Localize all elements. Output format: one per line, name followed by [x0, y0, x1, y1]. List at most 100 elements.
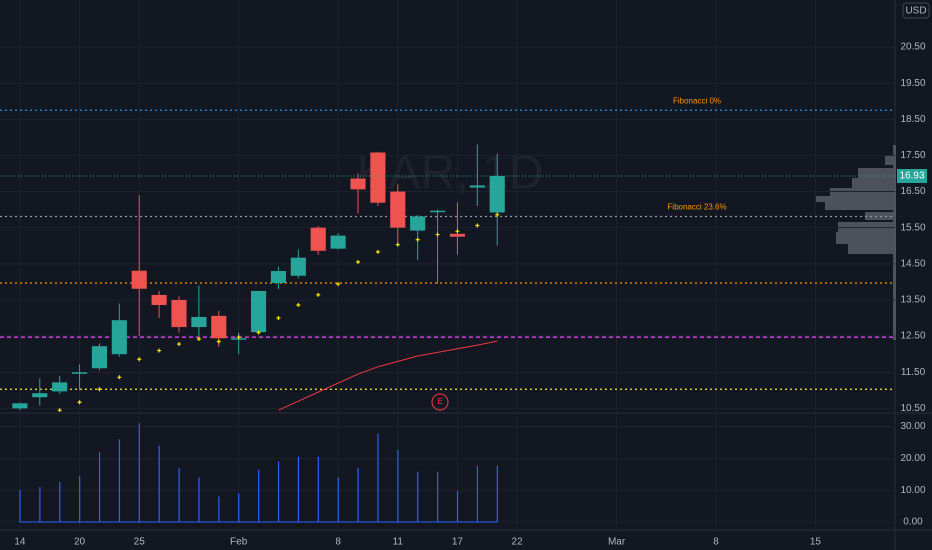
sar-dot: [495, 212, 500, 217]
candle-body: [290, 257, 306, 276]
volume-profile: [815, 145, 896, 340]
x-tick-label: 15: [810, 537, 822, 548]
volume-bar: [98, 452, 101, 522]
x-tick-label: 14: [14, 537, 26, 548]
volume-bar: [79, 475, 81, 522]
y-tick-label: 18.50: [900, 114, 925, 125]
earnings-label: E: [437, 397, 442, 406]
volume-tick-label: 0.00: [903, 517, 923, 528]
volume-bar: [138, 423, 140, 522]
volume-bar: [39, 487, 41, 522]
sar-dot: [57, 408, 62, 412]
sar-dot: [415, 237, 420, 242]
candle-body: [52, 382, 68, 392]
candle-body: [410, 216, 426, 231]
y-tick-label: 10.50: [900, 403, 925, 414]
sar-dot: [236, 335, 241, 340]
sar-dot: [356, 260, 360, 265]
volume-bar: [417, 471, 419, 522]
volume-bar: [397, 449, 399, 522]
sar-dot: [435, 232, 440, 237]
candle-body: [250, 290, 267, 333]
sar-dot: [216, 339, 221, 344]
x-tick-label: 17: [452, 537, 464, 548]
sar-dot: [475, 223, 480, 228]
candle-body: [449, 233, 466, 237]
volume-bar: [297, 456, 300, 522]
volume-bar: [118, 439, 121, 522]
candle-body: [429, 210, 446, 213]
price-pane: [12, 144, 505, 418]
ma-line: [278, 340, 498, 411]
candle-body: [211, 315, 227, 339]
volume-bar: [19, 490, 21, 522]
x-tick-label: Mar: [608, 537, 626, 548]
volume-bar: [198, 477, 200, 522]
volume-bar: [218, 496, 220, 522]
volume-bar: [258, 469, 260, 522]
y-tick-label: 15.50: [900, 222, 925, 233]
volume-tick-label: 20.00: [900, 453, 925, 464]
candle-body: [32, 393, 48, 398]
y-tick-label: 16.50: [900, 186, 925, 197]
sar-dot: [97, 387, 102, 392]
sar-dot: [77, 400, 82, 405]
x-tick-label: 22: [512, 537, 524, 548]
volume-bar: [178, 467, 180, 522]
currency[interactable]: USD: [905, 6, 926, 17]
sar-dot: [336, 282, 341, 287]
sar-dot: [276, 316, 281, 321]
sar-dot: [316, 292, 321, 297]
fib-label: Fibonacci 23.6%: [667, 203, 726, 212]
sar-dot: [455, 229, 460, 234]
x-tick-label: 8: [713, 537, 719, 548]
volume-bar: [377, 433, 379, 522]
earnings-marker: [431, 393, 449, 411]
volume-tick-label: 10.00: [900, 485, 925, 496]
candle-body: [330, 235, 346, 249]
volume-bar: [59, 481, 61, 522]
candle-body: [191, 316, 207, 328]
y-tick-label: 20.50: [900, 42, 925, 53]
volume-bar: [456, 490, 459, 522]
y-tick-label: 13.50: [900, 295, 925, 306]
y-tick-label: 12.50: [900, 331, 925, 342]
sar-dot: [256, 330, 261, 335]
volume-bar: [317, 456, 319, 522]
candle-body: [71, 372, 88, 374]
volume-bar: [437, 471, 439, 522]
sar-dot: [137, 357, 142, 362]
candle-body: [350, 178, 366, 190]
sar-dot: [117, 375, 122, 380]
sar-dot: [296, 303, 301, 308]
y-tick-label: 11.50: [901, 367, 926, 378]
candle-body: [131, 270, 147, 289]
candle-body: [469, 185, 485, 188]
candle-body: [390, 191, 406, 228]
last-price-label: 16.93: [899, 171, 924, 182]
candle-body: [91, 346, 108, 369]
currency-box[interactable]: [902, 2, 930, 19]
y-tick-label: 14.50: [900, 258, 925, 269]
sar-dot: [395, 242, 400, 247]
candle-body: [270, 271, 287, 283]
volume-tick-label: 30.00: [900, 421, 925, 432]
x-tick-label: 11: [393, 537, 404, 548]
sar-dot: [38, 414, 42, 418]
y-tick-label: 19.50: [900, 78, 925, 89]
candle-body: [171, 299, 187, 328]
candle-body: [310, 227, 326, 251]
volume-bar: [496, 465, 498, 522]
sar-dot: [177, 342, 181, 347]
x-tick-label: 8: [335, 537, 341, 548]
last-price-box: [897, 169, 927, 184]
candle-body: [12, 403, 28, 409]
x-tick-label: 20: [74, 537, 86, 548]
volume-bar: [158, 445, 160, 522]
x-tick-label: Feb: [230, 537, 248, 548]
volume-bar: [476, 465, 479, 522]
x-tick-label: 25: [134, 537, 146, 548]
sar-dot: [375, 249, 380, 254]
candle-body: [111, 320, 127, 355]
candle-body: [489, 176, 505, 213]
